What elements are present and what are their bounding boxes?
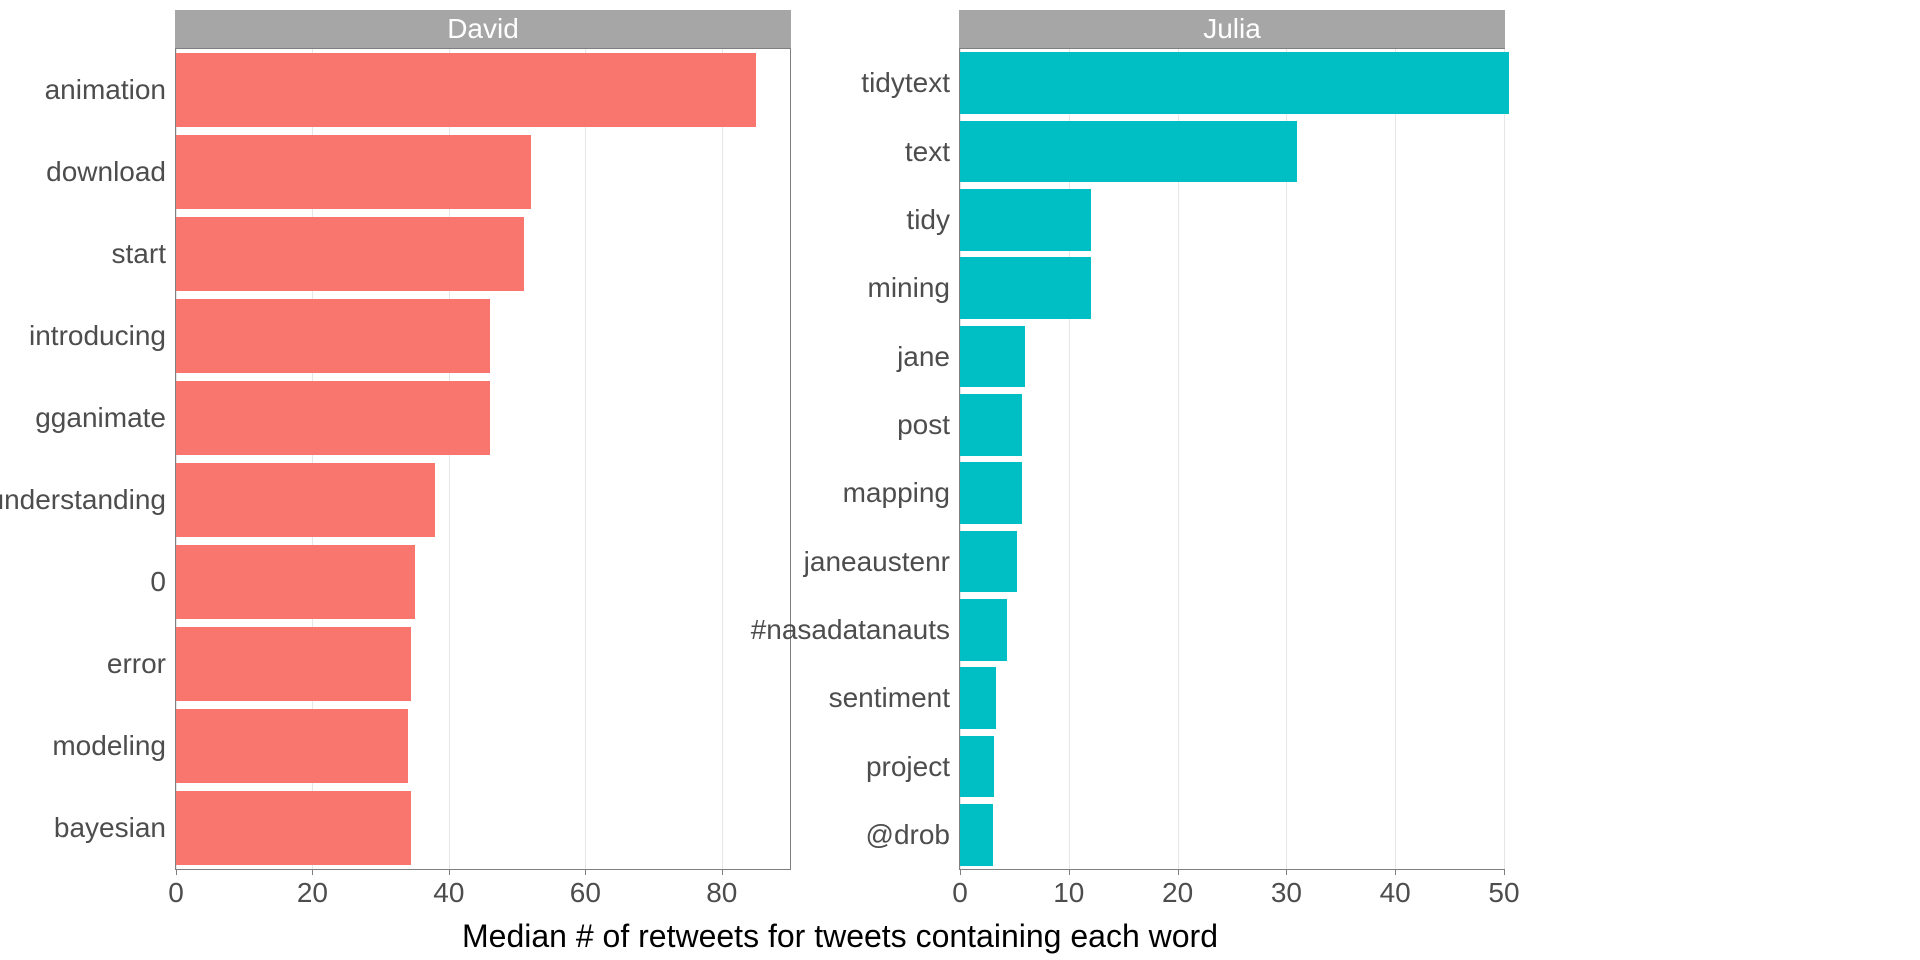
bar <box>960 394 1022 456</box>
bar <box>176 299 490 373</box>
y-tick-label: animation <box>45 74 176 106</box>
y-tick-label: start <box>112 238 176 270</box>
y-tick-label: janeaustenr <box>804 546 960 578</box>
bar <box>960 599 1007 661</box>
y-tick-label: error <box>107 648 176 680</box>
y-tick-label: 0 <box>150 566 176 598</box>
y-tick-label: @drob <box>866 819 960 851</box>
plot-area: 020406080animationdownloadstartintroduci… <box>175 48 791 870</box>
y-tick-label: text <box>905 136 960 168</box>
bar <box>176 545 415 619</box>
bar <box>960 52 1509 114</box>
bar <box>176 217 524 291</box>
bar <box>176 791 411 865</box>
bar <box>960 189 1091 251</box>
plot-area: 01020304050tidytexttexttidyminingjanepos… <box>959 48 1505 870</box>
bar <box>176 381 490 455</box>
y-tick-label: introducing <box>29 320 176 352</box>
y-tick-label: tidy <box>906 204 960 236</box>
bar <box>176 135 531 209</box>
y-tick-label: #nasadatanauts <box>751 614 960 646</box>
y-tick-label: gganimate <box>35 402 176 434</box>
bar <box>176 463 435 537</box>
bar <box>960 667 996 729</box>
y-tick-label: jane <box>897 341 960 373</box>
bar <box>960 804 993 866</box>
x-tick-label: 30 <box>1271 869 1302 909</box>
x-tick-label: 10 <box>1053 869 1084 909</box>
bar <box>960 121 1297 183</box>
bar <box>960 462 1022 524</box>
x-tick-label: 80 <box>706 869 737 909</box>
bar <box>960 326 1025 388</box>
y-tick-label: understanding <box>0 484 176 516</box>
y-tick-label: modeling <box>52 730 176 762</box>
x-tick-label: 40 <box>1380 869 1411 909</box>
y-tick-label: bayesian <box>54 812 176 844</box>
bar <box>176 709 408 783</box>
x-tick-label: 20 <box>297 869 328 909</box>
y-tick-label: project <box>866 751 960 783</box>
facet-panel: Julia01020304050tidytexttexttidyminingja… <box>959 10 1505 870</box>
gridline <box>585 49 586 869</box>
bar <box>960 531 1017 593</box>
gridline <box>1395 49 1396 869</box>
bar <box>960 257 1091 319</box>
x-tick-label: 60 <box>570 869 601 909</box>
y-tick-label: sentiment <box>829 682 960 714</box>
bar <box>176 627 411 701</box>
y-tick-label: post <box>897 409 960 441</box>
y-tick-label: tidytext <box>861 67 960 99</box>
bar <box>176 53 756 127</box>
facet-strip-label: David <box>175 10 791 48</box>
y-tick-label: mapping <box>843 477 960 509</box>
gridline <box>1504 49 1505 869</box>
facet-strip-label: Julia <box>959 10 1505 48</box>
facet-panel: David020406080animationdownloadstartintr… <box>175 10 791 870</box>
bar <box>960 736 994 798</box>
x-tick-label: 40 <box>433 869 464 909</box>
x-tick-label: 20 <box>1162 869 1193 909</box>
y-tick-label: mining <box>868 272 960 304</box>
x-tick-label: 0 <box>168 869 184 909</box>
x-axis-label: Median # of retweets for tweets containi… <box>175 918 1505 955</box>
y-tick-label: download <box>46 156 176 188</box>
x-tick-label: 0 <box>952 869 968 909</box>
gridline <box>722 49 723 869</box>
x-tick-label: 50 <box>1488 869 1519 909</box>
